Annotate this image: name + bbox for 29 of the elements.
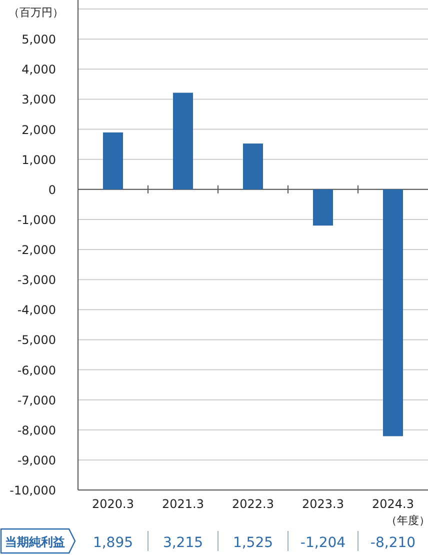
- y-tick-label: -3,000: [17, 273, 56, 288]
- y-tick-label: -9,000: [17, 453, 56, 468]
- text: 当期純利益: [5, 535, 65, 549]
- y-axis-title: （百万円）: [8, 6, 64, 19]
- data-label: -1,204: [300, 535, 346, 551]
- data-label: 3,215: [162, 535, 204, 551]
- y-tick-label: 0: [48, 182, 56, 197]
- y-tick-label: 1,000: [22, 152, 56, 167]
- y-tick-label: 2,000: [22, 122, 56, 137]
- y-tick-label: -1,000: [17, 212, 56, 227]
- data-label: -8,210: [370, 535, 416, 551]
- y-tick-label: -2,000: [17, 243, 56, 258]
- data-label: 1,525: [232, 535, 274, 551]
- data-label: 1,895: [92, 535, 134, 551]
- y-tick-label: 4,000: [22, 62, 56, 77]
- x-tick-label: 2021.3: [162, 497, 204, 511]
- y-tick-label: 5,000: [22, 32, 56, 47]
- y-tick-label: 3,000: [22, 92, 56, 107]
- x-tick-label: 2022.3: [232, 497, 274, 511]
- x-tick-label: 2023.3: [302, 497, 344, 511]
- y-tick-label: -10,000: [10, 484, 56, 498]
- x-tick-label: 2020.3: [92, 497, 134, 511]
- y-tick-label: -7,000: [17, 393, 56, 408]
- y-tick-label: -4,000: [17, 303, 56, 318]
- x-tick-label: 2024.3: [372, 497, 414, 511]
- y-tick-label: -8,000: [17, 423, 56, 438]
- y-tick-label: -5,000: [17, 333, 56, 348]
- y-tick-label: -6,000: [17, 363, 56, 378]
- x-axis-title: （年度）: [386, 514, 428, 527]
